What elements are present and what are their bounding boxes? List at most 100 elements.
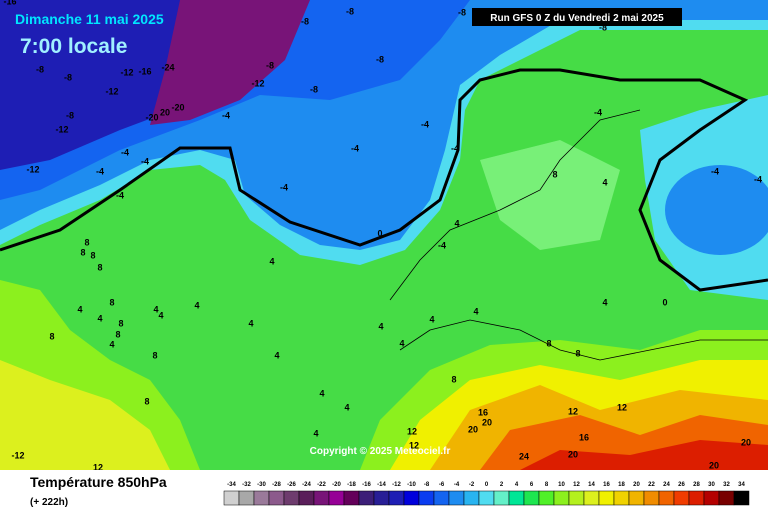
contour-label: 8 [115,329,120,339]
copyright: Copyright © 2025 Meteociel.fr [310,446,451,457]
scale-swatch [598,490,615,506]
scale-label: -32 [242,482,251,488]
scale-label: 16 [603,482,610,488]
contour-label: -8 [266,60,274,70]
scale-swatch [613,490,630,506]
contour-label: -8 [36,64,44,74]
contour-label: 4 [153,304,158,314]
scale-label: 32 [723,482,730,488]
scale-label: -22 [317,482,326,488]
scale-swatch [508,490,525,506]
contour-label: 4 [602,297,607,307]
contour-label: 8 [80,247,85,257]
scale-swatch [538,490,555,506]
scale-swatch [673,490,690,506]
scale-label: -2 [469,482,475,488]
scale-swatch [358,490,375,506]
contour-label: -4 [280,182,288,192]
scale-swatch [298,490,315,506]
contour-label: 16 [478,407,488,417]
contour-label: 20 [709,460,719,470]
contour-label: 8 [552,169,557,179]
contour-label: 8 [118,318,123,328]
scale-label: 18 [618,482,625,488]
contour-label: 0 [377,228,382,238]
color-scale: -34 -32 -30 -28 -26 -24 -22 -20 -18 -16 -14 -12 -10-… [223,482,750,506]
contour-label: 4 [313,428,318,438]
scale-label: 28 [693,482,700,488]
contour-label: 8 [90,250,95,260]
scale-label: -34 [227,482,236,488]
scale-swatch [238,490,255,506]
contour-label: -4 [141,156,149,166]
time: 7:00 locale [20,35,127,58]
scale-label: -24 [302,482,311,488]
scale-label: -6 [439,482,445,488]
contour-label: 4 [109,339,114,349]
scale-swatch [523,490,540,506]
contour-label: -8 [458,7,466,17]
contour-label: -12 [105,86,118,96]
scale-swatch [583,490,600,506]
contour-label: 8 [546,338,551,348]
contour-label: 4 [399,338,404,348]
contour-label: 4 [602,177,607,187]
scale-swatch [553,490,570,506]
scale-swatch [253,490,270,506]
contour-label: 4 [454,218,459,228]
contour-label: 4 [77,304,82,314]
contour-label: 20 [741,437,751,447]
scale-label: 22 [648,482,655,488]
contour-label: 8 [49,331,54,341]
contour-label: -16 [138,66,151,76]
scale-swatch [493,490,510,506]
scale-swatch [688,490,705,506]
contour-label: -20 [145,112,158,122]
contour-labels: -16-8-8-8-8-8-8 -12 -16 -24 -8-8-12-12-8-20 2… [3,0,762,472]
scale-swatch [448,490,465,506]
contour-label: 8 [575,348,580,358]
contour-label: -4 [451,143,459,153]
contour-label: 4 [158,310,163,320]
scale-swatch [283,490,300,506]
scale-label: -26 [287,482,296,488]
scale-label: -18 [347,482,356,488]
scale-swatch [223,490,240,506]
contour-label: 12 [568,406,578,416]
contour-label: -24 [161,62,174,72]
contour-label: -8 [64,72,72,82]
scale-label: 2 [500,482,504,488]
scale-swatch [268,490,285,506]
contour-label: -4 [421,119,429,129]
footer-subtitle: (+ 222h) [30,497,68,508]
contour-label: -4 [594,107,602,117]
contour-label: -8 [310,84,318,94]
contour-label: 12 [93,462,103,472]
scale-label: -30 [257,482,266,488]
contour-label: 4 [269,256,274,266]
scale-label: -14 [377,482,386,488]
contour-label: 8 [84,237,89,247]
scale-label: 24 [663,482,670,488]
scale-swatch [418,490,435,506]
contour-label: 4 [97,313,102,323]
contour-label: -4 [711,166,719,176]
contour-label: -4 [121,147,129,157]
scale-label: 14 [588,482,595,488]
contour-label: 24 [519,451,529,461]
scale-label: -10 [407,482,416,488]
scale-swatch [343,490,360,506]
contour-label: -4 [116,190,124,200]
contour-label: -12 [55,124,68,134]
contour-label: 20 [160,107,170,117]
scale-swatch [403,490,420,506]
contour-label: 4 [473,306,478,316]
contour-label: -8 [66,110,74,120]
scale-swatch [658,490,675,506]
contour-label: -12 [120,67,133,77]
contour-label: -12 [26,164,39,174]
contour-label: 16 [579,432,589,442]
contour-label: 12 [409,440,419,450]
contour-label: 4 [274,350,279,360]
contour-label: -8 [301,16,309,26]
